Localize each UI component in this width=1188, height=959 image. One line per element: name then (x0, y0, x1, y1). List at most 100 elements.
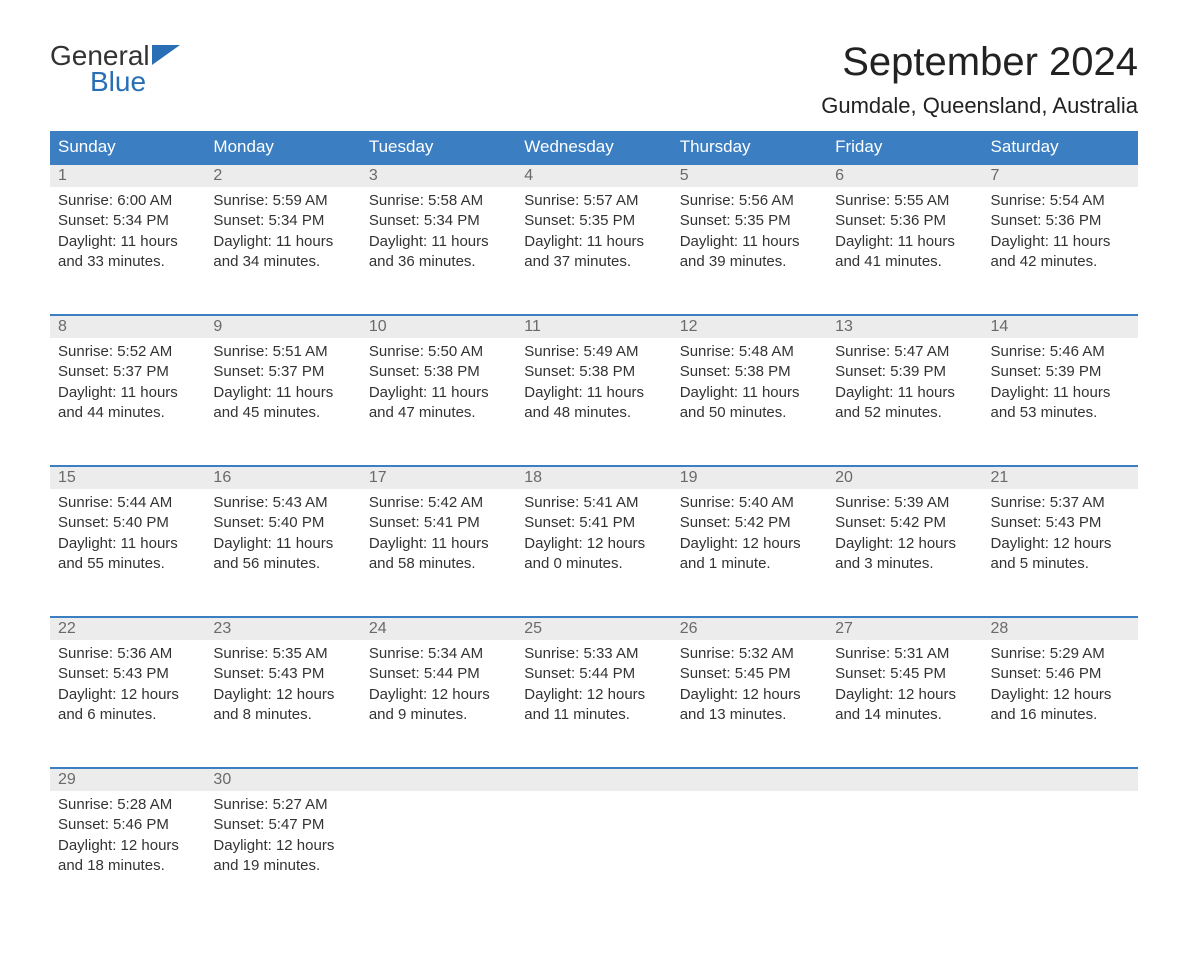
sunset-text: Sunset: 5:40 PM (58, 513, 197, 533)
day-number-cell: 19 (672, 466, 827, 489)
sunset-text: Sunset: 5:34 PM (213, 211, 352, 231)
day-number: 14 (991, 318, 1009, 335)
daylight-text: Daylight: 11 hours and 55 minutes. (58, 534, 197, 575)
day-number: 11 (524, 318, 541, 335)
sunrise-text: Sunrise: 5:28 AM (58, 795, 197, 815)
day-number: 19 (680, 469, 698, 486)
daylight-text: Daylight: 12 hours and 0 minutes. (524, 534, 663, 575)
sunset-text: Sunset: 5:37 PM (58, 362, 197, 382)
day-number: 25 (524, 620, 542, 637)
sunset-text: Sunset: 5:37 PM (213, 362, 352, 382)
sunset-text: Sunset: 5:46 PM (991, 664, 1130, 684)
day-number-cell: 25 (516, 617, 671, 640)
day-content: Sunrise: 5:37 AMSunset: 5:43 PMDaylight:… (983, 489, 1138, 586)
day-content: Sunrise: 5:52 AMSunset: 5:37 PMDaylight:… (50, 338, 205, 435)
day-cell: Sunrise: 5:44 AMSunset: 5:40 PMDaylight:… (50, 489, 205, 617)
sunset-text: Sunset: 5:41 PM (524, 513, 663, 533)
sunset-text: Sunset: 5:35 PM (524, 211, 663, 231)
sunset-text: Sunset: 5:42 PM (835, 513, 974, 533)
day-number: 15 (58, 469, 76, 486)
day-number-cell: 24 (361, 617, 516, 640)
daylight-text: Daylight: 11 hours and 58 minutes. (369, 534, 508, 575)
sunrise-text: Sunrise: 5:42 AM (369, 493, 508, 513)
sunrise-text: Sunrise: 5:29 AM (991, 644, 1130, 664)
daylight-text: Daylight: 12 hours and 3 minutes. (835, 534, 974, 575)
day-number: 26 (680, 620, 698, 637)
sunrise-text: Sunrise: 5:40 AM (680, 493, 819, 513)
day-number: 30 (213, 771, 231, 788)
day-cell (827, 791, 982, 919)
day-cell: Sunrise: 5:56 AMSunset: 5:35 PMDaylight:… (672, 187, 827, 315)
sunset-text: Sunset: 5:39 PM (991, 362, 1130, 382)
week-content-row: Sunrise: 5:36 AMSunset: 5:43 PMDaylight:… (50, 640, 1138, 768)
sunrise-text: Sunrise: 5:41 AM (524, 493, 663, 513)
day-number: 7 (991, 167, 1000, 184)
sunrise-text: Sunrise: 5:35 AM (213, 644, 352, 664)
day-number-cell: 14 (983, 315, 1138, 338)
col-wednesday: Wednesday (516, 131, 671, 164)
day-content: Sunrise: 5:58 AMSunset: 5:34 PMDaylight:… (361, 187, 516, 284)
sunrise-text: Sunrise: 5:59 AM (213, 191, 352, 211)
day-number-cell: 17 (361, 466, 516, 489)
sunset-text: Sunset: 5:41 PM (369, 513, 508, 533)
day-number: 2 (213, 167, 222, 184)
sunset-text: Sunset: 5:45 PM (835, 664, 974, 684)
day-number-cell (361, 768, 516, 791)
day-content: Sunrise: 5:44 AMSunset: 5:40 PMDaylight:… (50, 489, 205, 586)
sunrise-text: Sunrise: 5:48 AM (680, 342, 819, 362)
sunset-text: Sunset: 5:44 PM (524, 664, 663, 684)
day-number-cell: 5 (672, 164, 827, 187)
day-content: Sunrise: 5:29 AMSunset: 5:46 PMDaylight:… (983, 640, 1138, 737)
daylight-text: Daylight: 12 hours and 13 minutes. (680, 685, 819, 726)
day-content: Sunrise: 5:55 AMSunset: 5:36 PMDaylight:… (827, 187, 982, 284)
daylight-text: Daylight: 12 hours and 19 minutes. (213, 836, 352, 877)
day-cell: Sunrise: 5:54 AMSunset: 5:36 PMDaylight:… (983, 187, 1138, 315)
day-cell: Sunrise: 5:48 AMSunset: 5:38 PMDaylight:… (672, 338, 827, 466)
day-number-cell: 4 (516, 164, 671, 187)
day-number: 13 (835, 318, 853, 335)
title-block: September 2024 Gumdale, Queensland, Aust… (821, 40, 1138, 119)
day-cell: Sunrise: 5:52 AMSunset: 5:37 PMDaylight:… (50, 338, 205, 466)
day-content: Sunrise: 6:00 AMSunset: 5:34 PMDaylight:… (50, 187, 205, 284)
day-number: 9 (213, 318, 222, 335)
sunrise-text: Sunrise: 5:44 AM (58, 493, 197, 513)
day-number: 10 (369, 318, 387, 335)
calendar-table: Sunday Monday Tuesday Wednesday Thursday… (50, 131, 1138, 919)
sunset-text: Sunset: 5:38 PM (369, 362, 508, 382)
day-cell: Sunrise: 5:32 AMSunset: 5:45 PMDaylight:… (672, 640, 827, 768)
day-content: Sunrise: 5:31 AMSunset: 5:45 PMDaylight:… (827, 640, 982, 737)
day-number-cell (672, 768, 827, 791)
day-number: 3 (369, 167, 378, 184)
daylight-text: Daylight: 11 hours and 33 minutes. (58, 232, 197, 273)
sunrise-text: Sunrise: 6:00 AM (58, 191, 197, 211)
sunrise-text: Sunrise: 5:33 AM (524, 644, 663, 664)
day-cell: Sunrise: 5:27 AMSunset: 5:47 PMDaylight:… (205, 791, 360, 919)
day-number: 24 (369, 620, 387, 637)
day-number-cell: 26 (672, 617, 827, 640)
daylight-text: Daylight: 12 hours and 11 minutes. (524, 685, 663, 726)
day-number-cell: 1 (50, 164, 205, 187)
daylight-text: Daylight: 11 hours and 52 minutes. (835, 383, 974, 424)
sunrise-text: Sunrise: 5:54 AM (991, 191, 1130, 211)
sunrise-text: Sunrise: 5:47 AM (835, 342, 974, 362)
daylight-text: Daylight: 11 hours and 47 minutes. (369, 383, 508, 424)
day-number: 8 (58, 318, 67, 335)
sunset-text: Sunset: 5:45 PM (680, 664, 819, 684)
sunrise-text: Sunrise: 5:27 AM (213, 795, 352, 815)
day-number-cell: 7 (983, 164, 1138, 187)
day-cell: Sunrise: 5:57 AMSunset: 5:35 PMDaylight:… (516, 187, 671, 315)
day-content: Sunrise: 5:46 AMSunset: 5:39 PMDaylight:… (983, 338, 1138, 435)
day-cell: Sunrise: 5:31 AMSunset: 5:45 PMDaylight:… (827, 640, 982, 768)
sunset-text: Sunset: 5:42 PM (680, 513, 819, 533)
sunrise-text: Sunrise: 5:31 AM (835, 644, 974, 664)
col-monday: Monday (205, 131, 360, 164)
day-cell: Sunrise: 5:42 AMSunset: 5:41 PMDaylight:… (361, 489, 516, 617)
day-cell: Sunrise: 5:39 AMSunset: 5:42 PMDaylight:… (827, 489, 982, 617)
day-cell: Sunrise: 5:59 AMSunset: 5:34 PMDaylight:… (205, 187, 360, 315)
week-number-row: 2930 (50, 768, 1138, 791)
week-content-row: Sunrise: 5:44 AMSunset: 5:40 PMDaylight:… (50, 489, 1138, 617)
sunrise-text: Sunrise: 5:58 AM (369, 191, 508, 211)
daylight-text: Daylight: 11 hours and 50 minutes. (680, 383, 819, 424)
day-cell: Sunrise: 5:35 AMSunset: 5:43 PMDaylight:… (205, 640, 360, 768)
day-number: 6 (835, 167, 844, 184)
